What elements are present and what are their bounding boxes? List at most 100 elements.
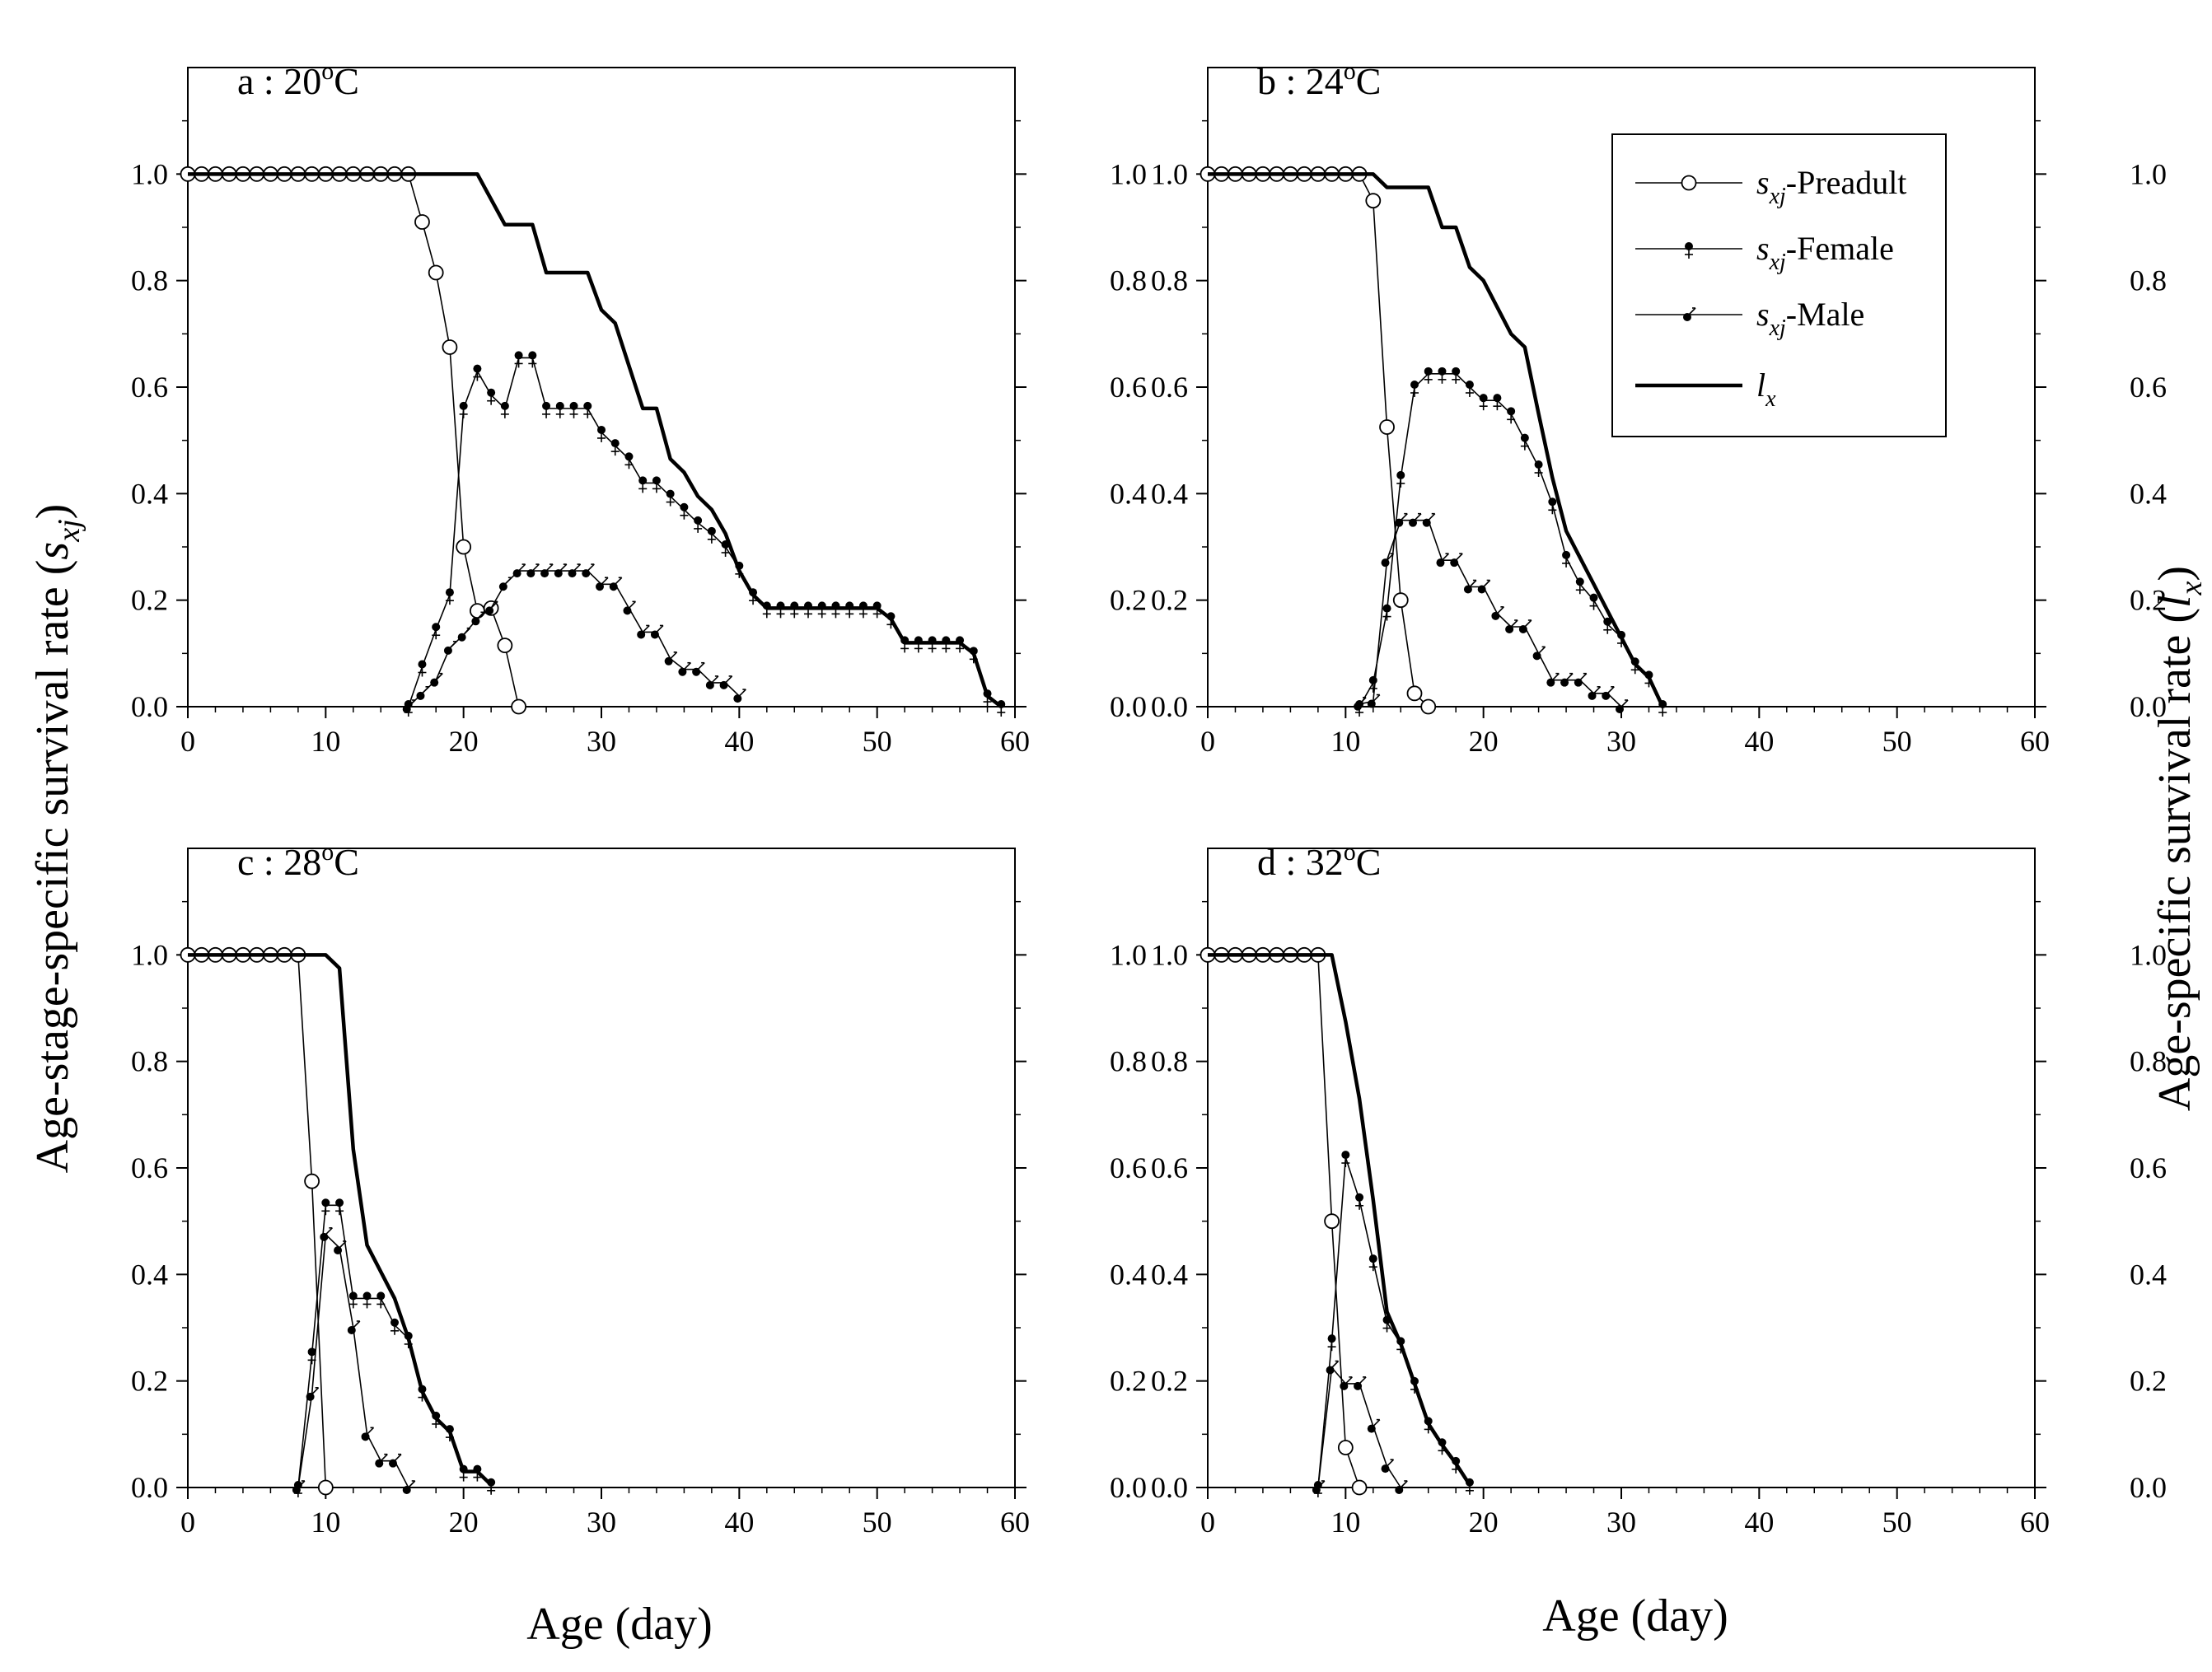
x-tick-label: 40 (1744, 725, 1774, 758)
x-tick-label: 40 (1744, 1506, 1774, 1539)
male-point (402, 699, 416, 713)
preadult-point (511, 698, 526, 715)
male-point (498, 577, 512, 591)
y-tick-label-left: 1.0 (131, 938, 168, 971)
x-tick-label: 30 (1606, 725, 1636, 758)
lx-line (188, 953, 493, 1487)
x-tick-label: 10 (311, 1506, 340, 1539)
series-sxj-male (1354, 512, 1629, 713)
y-tick-label-right: 0.6 (2130, 1151, 2167, 1184)
legend-item-preadult: sxj-Preadult (1635, 164, 1906, 209)
series-sxj-preadult (1200, 946, 1368, 1496)
female-point (680, 502, 689, 520)
male-point (582, 563, 595, 578)
x-tick-label: 60 (1000, 1506, 1030, 1539)
series-sxj-preadult (180, 166, 526, 715)
male-point (1367, 1418, 1381, 1433)
male-point (733, 689, 746, 703)
plot-frame (1207, 848, 2036, 1488)
male-point (389, 1453, 402, 1468)
legend-item-male: sxj-Male (1635, 296, 1864, 341)
male-point (334, 1240, 347, 1254)
preadult-point (428, 264, 444, 281)
female-point (597, 425, 606, 442)
y-tick-label-right: 0.8 (2130, 264, 2167, 297)
y-axis-title-right-text: Age-specific survival rate ( (2149, 608, 2200, 1111)
female-point (1548, 497, 1557, 515)
female-point (500, 401, 509, 418)
panel-title: b : 24oC (1257, 58, 1381, 102)
male-point (1588, 686, 1602, 700)
female-point (624, 452, 634, 469)
lx-line (1208, 172, 1665, 708)
female-point (362, 1291, 372, 1309)
x-tick-label: 50 (1882, 1506, 1912, 1539)
x-tick-label: 10 (311, 725, 340, 758)
male-point (292, 1480, 306, 1494)
male-point (430, 672, 443, 687)
male-point (1505, 619, 1518, 633)
male-point (1602, 686, 1615, 700)
male-point (375, 1453, 388, 1468)
panel-title: a : 20oC (237, 58, 359, 102)
female-point (1341, 1151, 1350, 1168)
y-tick-label-right: 0.0 (2130, 1471, 2167, 1504)
y-axis-title-left-end: ) (27, 504, 78, 520)
y-axis-title-left-subscript: xj (52, 519, 87, 542)
x-tick-label: 20 (1469, 725, 1499, 758)
female-point (666, 489, 675, 507)
series-line (297, 1234, 409, 1488)
female-point (1396, 470, 1405, 488)
series-line (188, 173, 520, 708)
male-point (471, 611, 484, 626)
female-point (487, 388, 496, 405)
male-point (650, 624, 664, 639)
female-point (1465, 381, 1474, 397)
preadult-point (414, 214, 430, 230)
y-axis-title-right-subscript: x (2174, 581, 2209, 595)
y-tick-label-right: 0.4 (1110, 477, 1147, 510)
series-line (407, 357, 1002, 708)
male-point (568, 563, 582, 578)
panel-c: 0 10 20 30 40 50 60 0.0 0.0 0.2 0.2 0.4 0.4 0.6 0.6 0.8… (131, 838, 1147, 1539)
y-tick-label-left: 0.2 (1151, 1365, 1188, 1398)
plot-frame (187, 67, 1016, 708)
y-tick-label-right: 0.8 (1110, 1045, 1147, 1078)
male-point (1560, 672, 1574, 687)
series-line (297, 1204, 492, 1488)
male-point (1450, 553, 1463, 567)
y-tick-label-left: 0.0 (1151, 1471, 1188, 1504)
panel-title: c : 28oC (237, 838, 359, 883)
panel-title-degree: o (321, 838, 334, 866)
female-point (694, 516, 703, 533)
male-point (1381, 1459, 1395, 1474)
x-axis-title-left: Age (day) (526, 1599, 712, 1650)
preadult-point (1337, 1440, 1354, 1455)
y-tick-label-right: 0.4 (2130, 1258, 2167, 1291)
legend-swatch-marker (1681, 175, 1697, 191)
legend: sxj-Preadult sxj-Female sxj-Male lx (1611, 133, 1947, 437)
male-point (416, 686, 430, 700)
panel-a: 0 10 20 30 40 50 60 0.0 0.0 0.2 0.2 0.4 0.4 0.6 0.6 0.8… (131, 58, 1147, 758)
series-line (1208, 173, 1429, 708)
male-point (347, 1320, 361, 1334)
male-point (1546, 672, 1560, 687)
male-point (678, 661, 691, 676)
male-point (540, 563, 554, 578)
series-lx (188, 953, 493, 1487)
preadult-point (1392, 592, 1409, 609)
x-tick-label: 10 (1330, 1506, 1360, 1539)
male-point (609, 577, 623, 591)
x-tick-label: 0 (1200, 725, 1215, 758)
panel-title-unit: C (1356, 60, 1382, 102)
series-sxj-male (292, 1227, 416, 1494)
y-tick-label-right: 0.2 (2130, 584, 2167, 617)
y-axis-title-right-symbol: l (2149, 595, 2200, 608)
y-tick-label-right: 0.2 (2130, 1365, 2167, 1398)
legend-item-lx: lx (1635, 367, 1776, 412)
male-point (1395, 512, 1408, 527)
x-tick-label: 0 (1200, 1506, 1215, 1539)
male-point (1340, 1376, 1353, 1390)
male-point (1477, 579, 1491, 594)
